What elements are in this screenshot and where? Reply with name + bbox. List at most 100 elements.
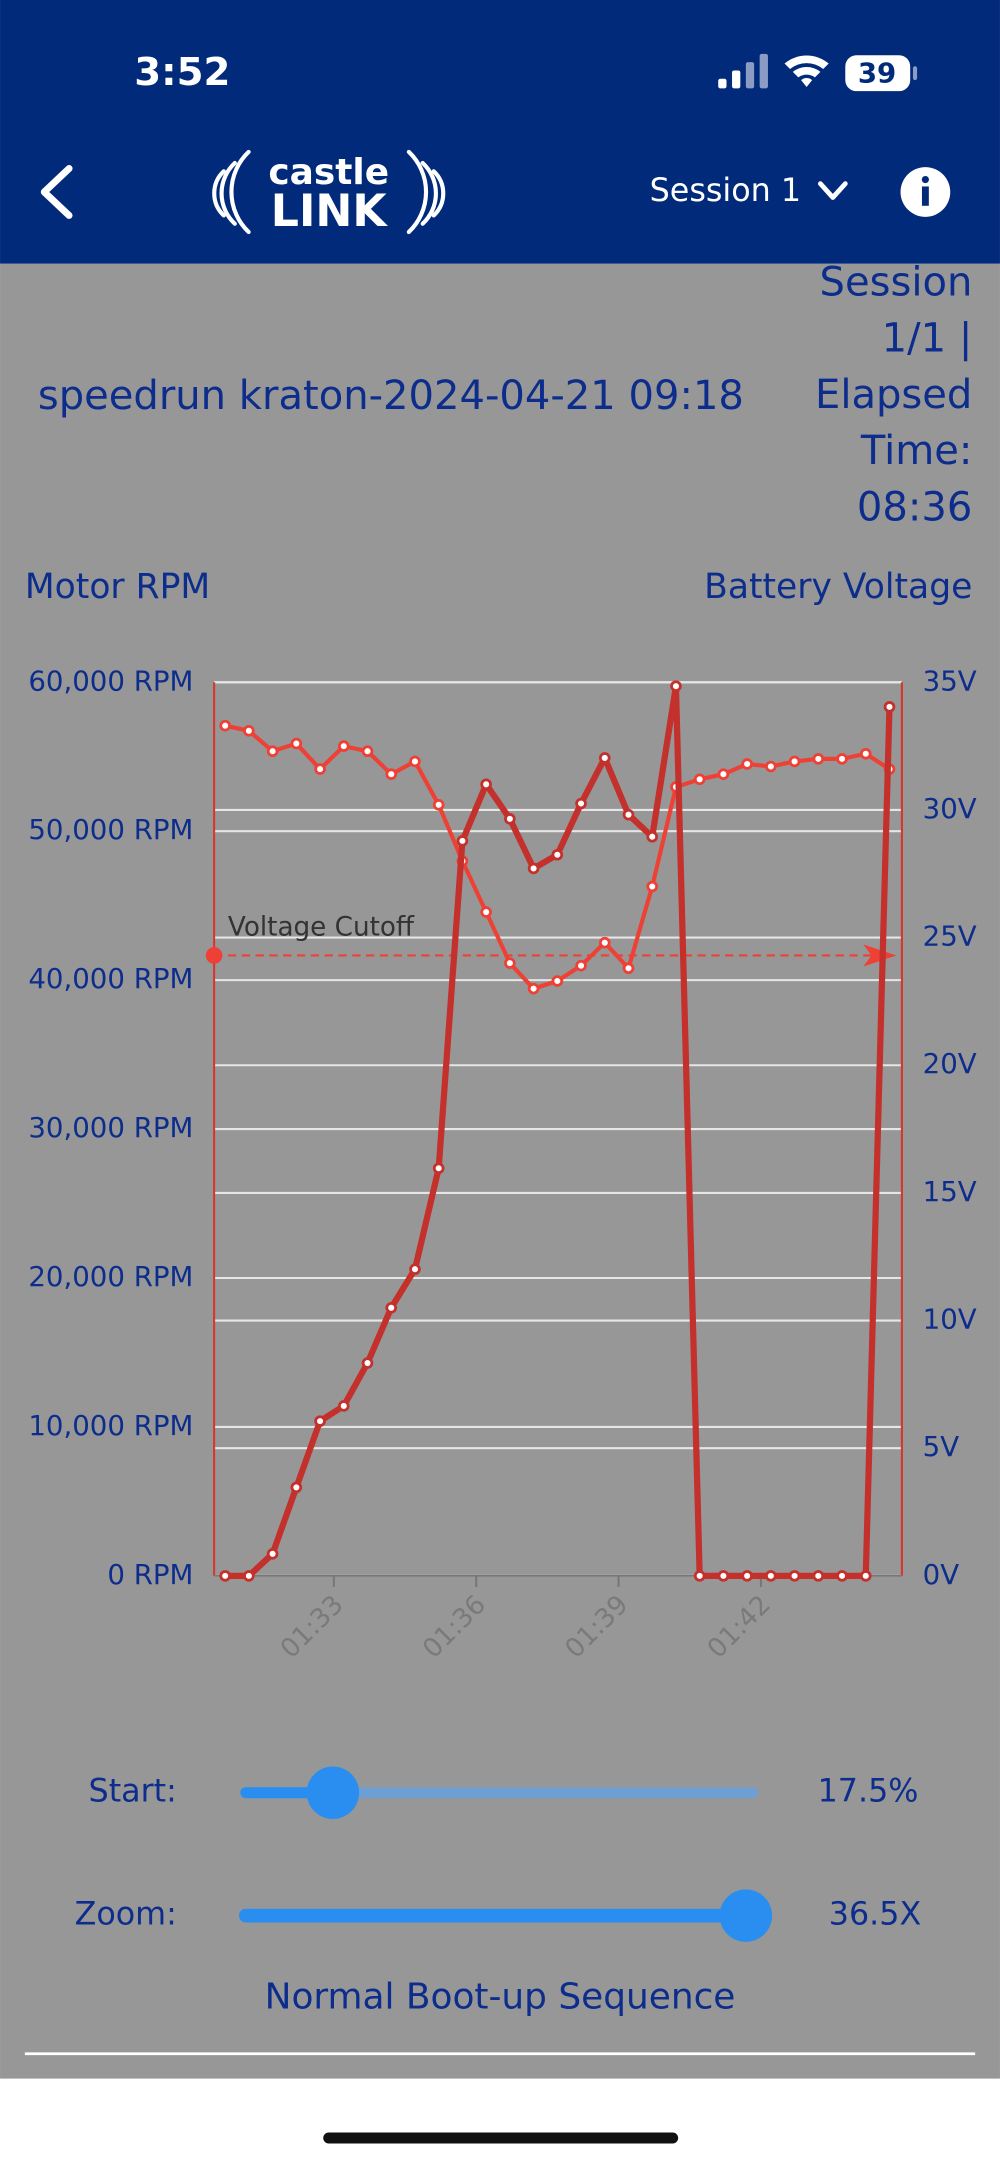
home-indicator	[323, 2132, 679, 2144]
data-point	[290, 1481, 303, 1494]
data-point	[670, 680, 682, 692]
data-point	[432, 799, 445, 811]
data-point	[480, 906, 492, 918]
start-label: Start:	[89, 1774, 177, 1810]
data-point	[765, 760, 777, 773]
data-point	[409, 1263, 421, 1276]
y-tick-label: 50,000 RPM	[28, 813, 193, 846]
data-point	[836, 1570, 848, 1582]
data-point	[598, 936, 611, 949]
logo-top: castle	[268, 152, 389, 193]
data-point	[219, 1570, 231, 1582]
logo-bottom: LINK	[271, 186, 389, 237]
y-tick-label: 30,000 RPM	[28, 1111, 193, 1144]
data-point	[456, 835, 469, 847]
zoom-label: Zoom:	[75, 1897, 177, 1933]
y-tick-label: 60,000 RPM	[28, 664, 193, 697]
data-point	[337, 1400, 350, 1412]
y2-axis-title: Battery Voltage	[704, 567, 972, 607]
data-point	[575, 959, 587, 972]
data-point	[361, 745, 374, 758]
data-point	[290, 737, 303, 750]
cutoff-start	[205, 947, 223, 964]
zoom-value: 36.5X	[829, 1897, 921, 1933]
session-info-line: Session	[820, 260, 973, 306]
y-axis-title: Motor RPM	[25, 567, 210, 607]
data-point	[741, 758, 753, 770]
data-point	[646, 830, 659, 843]
session-dropdown[interactable]: Session 1	[650, 173, 848, 209]
data-point	[812, 1570, 825, 1582]
session-info-line: 1/1 |	[882, 316, 973, 362]
start-slider-thumb[interactable]	[306, 1766, 360, 1819]
data-point	[243, 1570, 255, 1582]
back-button[interactable]	[40, 165, 73, 219]
data-point	[243, 724, 255, 737]
data-point	[788, 1570, 801, 1582]
y2-tick-label: 35V	[923, 664, 977, 697]
y2-tick-label: 30V	[923, 792, 977, 825]
content-background	[0, 263, 1000, 2079]
y-tick-label: 40,000 RPM	[28, 962, 193, 995]
data-point	[598, 752, 611, 764]
zoom-slider-thumb[interactable]	[719, 1889, 773, 1942]
data-point	[836, 753, 848, 765]
data-point	[551, 975, 564, 987]
data-point	[361, 1357, 374, 1369]
data-point	[337, 740, 350, 752]
data-point	[788, 755, 801, 768]
wifi-icon	[784, 55, 829, 88]
data-point	[409, 755, 421, 768]
y-tick-label: 0 RPM	[107, 1558, 193, 1591]
start-value: 17.5%	[818, 1774, 919, 1810]
battery-level: 39	[858, 57, 896, 90]
data-point	[693, 773, 706, 786]
logo: castle LINK	[212, 149, 446, 237]
annotation: Voltage Cutoff	[228, 912, 415, 942]
session-title: speedrun kraton-2024-04-21 09:18	[38, 373, 744, 419]
y2-tick-label: 5V	[923, 1430, 960, 1463]
data-point	[883, 701, 896, 713]
info-button[interactable]	[900, 167, 951, 217]
data-point	[717, 768, 730, 780]
data-point	[717, 1570, 730, 1582]
y2-tick-label: 15V	[923, 1175, 977, 1208]
y-tick-label: 20,000 RPM	[28, 1260, 193, 1293]
session-info-line: 08:36	[857, 484, 972, 530]
data-point	[646, 880, 659, 893]
data-point	[622, 962, 635, 975]
header-bar	[0, 0, 1000, 264]
data-point	[219, 719, 231, 732]
y-tick-label: 10,000 RPM	[28, 1409, 193, 1442]
data-point	[693, 1570, 706, 1582]
data-point	[266, 745, 279, 758]
data-point	[385, 1301, 398, 1314]
session-info-line: Time:	[860, 428, 973, 474]
data-point	[527, 982, 540, 995]
data-point	[314, 1415, 326, 1427]
data-point	[741, 1570, 753, 1582]
session-select: Session 1	[650, 173, 801, 209]
y2-tick-label: 10V	[923, 1303, 977, 1336]
session-info-line: Elapsed	[815, 372, 972, 418]
data-point	[266, 1548, 279, 1560]
data-point	[859, 747, 872, 760]
data-point	[622, 808, 635, 821]
data-point	[480, 778, 492, 791]
y2-tick-label: 20V	[923, 1047, 977, 1080]
status-time: 3:52	[134, 50, 230, 95]
data-point	[504, 957, 516, 969]
signal-icon	[718, 53, 768, 89]
data-point	[859, 1570, 872, 1582]
battery-icon: 39	[845, 55, 918, 92]
data-point	[812, 753, 825, 765]
data-point	[314, 763, 326, 775]
data-point	[551, 848, 564, 861]
data-point	[504, 813, 516, 825]
data-point	[385, 768, 398, 780]
y2-tick-label: 0V	[923, 1558, 960, 1591]
data-point	[432, 1162, 445, 1175]
status-message: Normal Boot-up Sequence	[265, 1977, 736, 2018]
